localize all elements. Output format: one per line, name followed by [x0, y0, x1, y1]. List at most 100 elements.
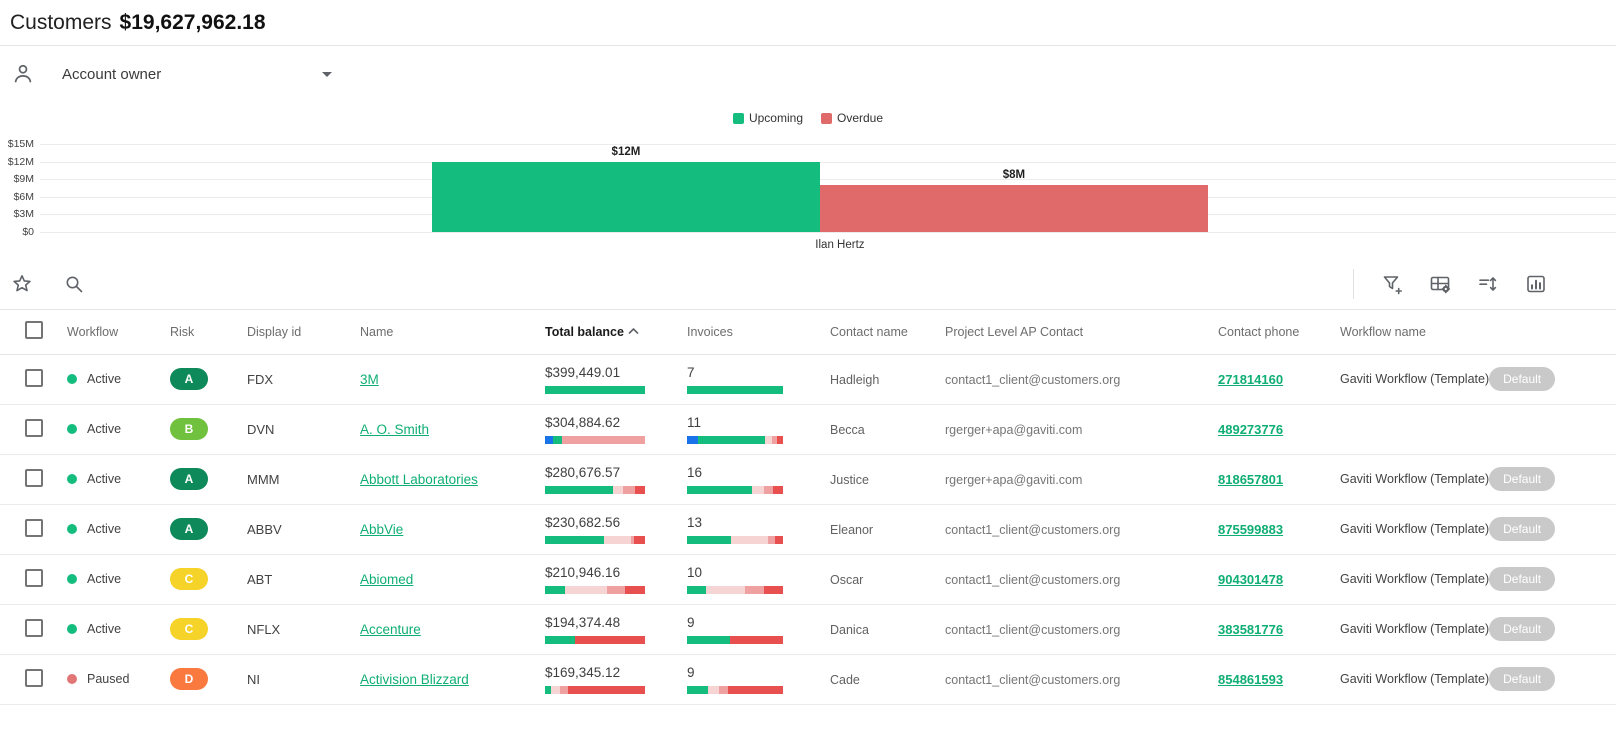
- balance-distribution-bar: [545, 435, 645, 444]
- contact-phone-link[interactable]: 383581776: [1218, 621, 1284, 637]
- account-owner-label: Account owner: [62, 65, 162, 83]
- table-row: Paused D NI Activision Blizzard $169,345…: [0, 654, 1616, 705]
- invoices-distribution-bar: [687, 685, 783, 694]
- account-owner-select[interactable]: Account owner: [62, 66, 332, 83]
- customer-name-link[interactable]: AbbVie: [360, 521, 404, 537]
- legend-swatch-icon: [821, 112, 832, 124]
- favorite-star-icon[interactable]: [10, 272, 34, 296]
- legend-label: Overdue: [837, 111, 884, 125]
- y-tick-label: $6M: [13, 190, 34, 203]
- table-row: Active B DVN A. O. Smith $304,884.62 11 …: [0, 404, 1616, 455]
- contact-phone-link[interactable]: 818657801: [1218, 471, 1284, 487]
- col-header-workflow[interactable]: Workflow: [67, 310, 170, 355]
- risk-badge: A: [170, 518, 208, 540]
- customer-name-link[interactable]: 3M: [360, 371, 379, 387]
- contact-name: Oscar: [830, 572, 864, 587]
- total-balance-value: $304,884.62: [545, 414, 621, 430]
- y-tick-label: $15M: [7, 138, 34, 150]
- total-balance-value: $194,374.48: [545, 614, 621, 630]
- ap-contact-email: rgerger+apa@gaviti.com: [945, 422, 1083, 437]
- risk-badge: A: [170, 368, 208, 390]
- row-checkbox[interactable]: [25, 618, 43, 637]
- legend-item[interactable]: Overdue: [821, 111, 883, 125]
- customer-name-link[interactable]: Abiomed: [360, 571, 414, 587]
- bar-overdue[interactable]: $8M: [819, 169, 1208, 232]
- contact-phone-link[interactable]: 271814160: [1218, 371, 1284, 387]
- default-badge[interactable]: Default: [1489, 567, 1556, 591]
- chart-bars: $12M $8M: [40, 144, 1616, 232]
- row-checkbox[interactable]: [25, 568, 43, 587]
- customer-name-link[interactable]: Activision Blizzard: [360, 671, 469, 687]
- y-tick-label: $9M: [13, 173, 34, 186]
- workflow-status-label: Active: [87, 622, 122, 636]
- col-header-total-balance[interactable]: Total balance: [545, 310, 687, 355]
- invoices-count: 16: [687, 464, 703, 480]
- col-header-contact-name[interactable]: Contact name: [830, 310, 945, 355]
- workflow-status: Active: [67, 372, 170, 386]
- select-all-checkbox[interactable]: [25, 321, 43, 340]
- workflow-status-label: Active: [87, 472, 122, 486]
- row-height-sort-icon[interactable]: [1476, 272, 1500, 296]
- chart-toggle-icon[interactable]: [1524, 272, 1548, 296]
- legend-label: Upcoming: [748, 111, 803, 125]
- col-header-risk[interactable]: Risk: [170, 310, 247, 355]
- column-settings-icon[interactable]: [1428, 272, 1452, 296]
- balance-distribution-bar: [545, 585, 645, 594]
- col-header-display-id[interactable]: Display id: [247, 310, 360, 355]
- total-balance-value: $210,946.16: [545, 564, 621, 580]
- table-header-row: Workflow Risk Display id Name Total bala…: [0, 310, 1616, 355]
- y-tick-label: $12M: [7, 155, 34, 168]
- total-balance-value: $169,345.12: [545, 664, 621, 680]
- balance-distribution-bar: [545, 485, 645, 494]
- chevron-down-icon: [322, 71, 332, 77]
- default-badge[interactable]: Default: [1489, 367, 1556, 391]
- chart-legend: Upcoming Overdue: [0, 102, 1616, 134]
- bar-upcoming[interactable]: $12M: [431, 146, 820, 232]
- default-badge[interactable]: Default: [1489, 617, 1556, 641]
- col-header-contact-phone[interactable]: Contact phone: [1218, 310, 1340, 355]
- balance-distribution-bar: [545, 685, 645, 694]
- col-header-total-balance-label: Total balance: [545, 324, 624, 339]
- balance-chart: Upcoming Overdue $15M $12M $9M $6M $3M $0 $12M…: [0, 102, 1616, 258]
- ap-contact-email: contact1_client@customers.org: [945, 572, 1121, 587]
- row-checkbox[interactable]: [25, 418, 43, 437]
- customer-name-link[interactable]: Abbott Laboratories: [360, 471, 478, 487]
- workflow-name: Gaviti Workflow (Template): [1340, 672, 1490, 686]
- default-badge[interactable]: Default: [1489, 517, 1556, 541]
- default-badge[interactable]: Default: [1489, 667, 1556, 691]
- workflow-status: Active: [67, 422, 170, 436]
- row-checkbox[interactable]: [25, 518, 43, 537]
- invoices-count: 7: [687, 364, 695, 380]
- workflow-status: Active: [67, 572, 170, 586]
- invoices-count: 10: [687, 564, 703, 580]
- row-checkbox[interactable]: [25, 368, 43, 387]
- table-toolbar: [0, 258, 1616, 310]
- contact-phone-link[interactable]: 904301478: [1218, 571, 1284, 587]
- row-checkbox[interactable]: [25, 668, 43, 687]
- workflow-status-dot: [67, 674, 77, 684]
- contact-phone-link[interactable]: 875599883: [1218, 521, 1284, 537]
- search-icon[interactable]: [62, 272, 86, 296]
- contact-phone-link[interactable]: 854861593: [1218, 671, 1284, 687]
- table-row: Active A FDX 3M $399,449.01 7 Hadleigh c…: [0, 354, 1616, 405]
- legend-item[interactable]: Upcoming: [732, 111, 803, 125]
- customer-name-link[interactable]: Accenture: [360, 621, 421, 637]
- col-header-invoices[interactable]: Invoices: [687, 310, 830, 355]
- filter-add-icon[interactable]: [1380, 272, 1404, 296]
- col-header-ap-contact[interactable]: Project Level AP Contact: [945, 310, 1218, 355]
- col-header-name[interactable]: Name: [360, 310, 545, 355]
- col-header-workflow-name[interactable]: Workflow name: [1340, 310, 1616, 355]
- default-badge[interactable]: Default: [1489, 467, 1556, 491]
- invoices-count: 9: [687, 614, 695, 630]
- display-id: NI: [247, 671, 260, 687]
- invoices-count: 9: [687, 664, 695, 680]
- invoices-distribution-bar: [687, 535, 783, 544]
- table-row: Active C NFLX Accenture $194,374.48 9 Da…: [0, 604, 1616, 655]
- customer-name-link[interactable]: A. O. Smith: [360, 421, 430, 437]
- contact-phone-link[interactable]: 489273776: [1218, 421, 1284, 437]
- gridline: [40, 232, 1616, 233]
- table-row: Active C ABT Abiomed $210,946.16 10 Osca…: [0, 554, 1616, 605]
- row-checkbox[interactable]: [25, 468, 43, 487]
- display-id: FDX: [247, 371, 273, 387]
- invoices-distribution-bar: [687, 585, 783, 594]
